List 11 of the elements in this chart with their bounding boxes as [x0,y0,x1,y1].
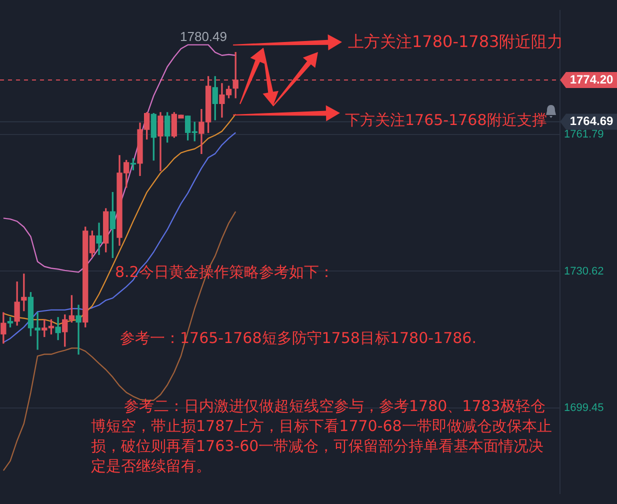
ref-line-label: 1774.20 [570,72,614,86]
candlestick [76,304,82,355]
annotation: 参考二：日内激进仅做超短线空参与，参考1780、1783极轻仓博短空，带止损1787上方，目标下看1770-68一带即做减仓改保本止损，破位则再看1763-60一带减仓，可保留部分持单看基本面情况决定是否继续留有。 [91,396,553,476]
annotation: 下方关注1765-1768附近支撑 [345,110,547,130]
ref-line-label: 1764.69 [570,114,614,128]
annotation: 1780.49 [180,29,227,44]
annotation: 上方关注1780-1783附近阻力 [348,32,564,52]
y-tick-label: 1730.62 [564,265,604,278]
candlestick [96,222,102,255]
y-tick-label: 1761.79 [564,128,604,140]
y-tick-label: 1699.45 [564,402,604,414]
